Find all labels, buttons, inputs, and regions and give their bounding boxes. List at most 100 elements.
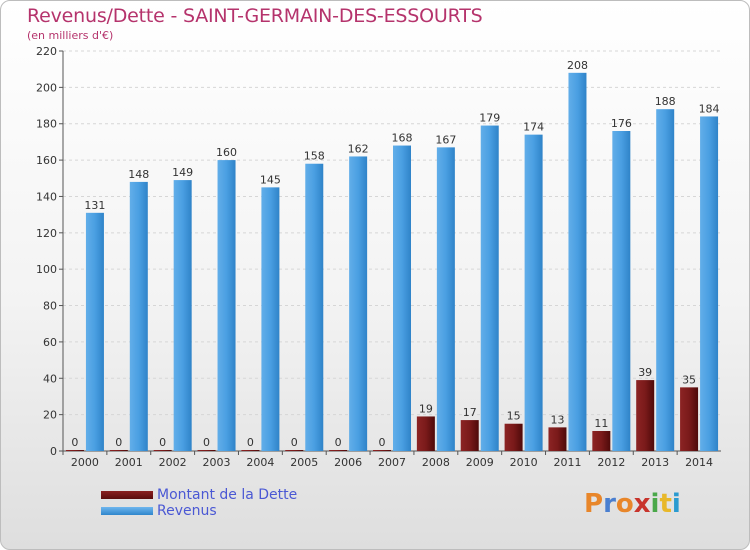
data-label-revenus: 179 [479, 112, 500, 125]
data-label-dette: 11 [594, 417, 608, 430]
bar-dette [460, 420, 479, 451]
bar-revenus [480, 125, 499, 451]
x-tick-label: 2001 [115, 456, 143, 469]
x-tick-label: 2000 [71, 456, 99, 469]
data-label-dette: 13 [550, 413, 564, 426]
bar-revenus [524, 134, 543, 452]
bar-revenus [217, 160, 236, 451]
data-label-revenus: 184 [699, 102, 720, 115]
y-tick-label: 120 [36, 227, 57, 240]
x-tick-label: 2009 [466, 456, 494, 469]
data-label-dette: 0 [379, 436, 386, 449]
bar-revenus [656, 109, 675, 451]
data-label-dette: 0 [71, 436, 78, 449]
bar-revenus [436, 147, 455, 451]
y-tick-label: 100 [36, 263, 57, 276]
bar-dette [197, 450, 216, 451]
legend-swatch-dette [101, 491, 153, 499]
logo-letter: r [603, 489, 616, 519]
data-label-dette: 19 [419, 402, 433, 415]
data-label-revenus: 188 [655, 95, 676, 108]
y-tick-label: 160 [36, 154, 57, 167]
bar-revenus [85, 212, 104, 451]
x-tick-label: 2003 [203, 456, 231, 469]
data-label-dette: 39 [638, 366, 652, 379]
x-tick-label: 2014 [685, 456, 713, 469]
data-label-dette: 0 [203, 436, 210, 449]
x-tick-label: 2005 [290, 456, 318, 469]
y-tick-label: 60 [43, 336, 57, 349]
data-label-revenus: 160 [216, 146, 237, 159]
data-label-dette: 0 [247, 436, 254, 449]
data-label-dette: 15 [507, 410, 521, 423]
y-tick-label: 220 [36, 45, 57, 58]
y-tick-label: 0 [50, 445, 57, 458]
data-label-revenus: 149 [172, 166, 193, 179]
data-label-revenus: 131 [84, 199, 105, 212]
y-tick-label: 80 [43, 300, 57, 313]
bar-dette [241, 450, 260, 451]
data-label-revenus: 158 [304, 150, 325, 163]
bar-dette [109, 450, 128, 451]
x-tick-label: 2008 [422, 456, 450, 469]
data-label-revenus: 176 [611, 117, 632, 130]
x-tick-label: 2011 [553, 456, 581, 469]
bar-revenus [261, 187, 280, 451]
x-tick-label: 2013 [641, 456, 669, 469]
x-tick-label: 2010 [510, 456, 538, 469]
y-tick-label: 20 [43, 409, 57, 422]
x-tick-label: 2004 [246, 456, 274, 469]
data-label-revenus: 174 [523, 121, 544, 134]
logo-letter: x [633, 489, 651, 519]
y-tick-label: 180 [36, 118, 57, 131]
data-label-dette: 0 [291, 436, 298, 449]
bar-dette [373, 450, 391, 451]
bar-revenus [393, 145, 411, 451]
bar-dette [65, 450, 84, 451]
logo-letter: t [659, 489, 672, 519]
data-label-revenus: 208 [567, 59, 588, 72]
logo-letter: i [650, 489, 660, 519]
bar-revenus [173, 180, 192, 451]
legend-swatch-revenus [101, 507, 153, 515]
proxiti-logo: Proxiti [584, 489, 681, 519]
data-label-dette: 0 [159, 436, 166, 449]
bar-dette [548, 427, 567, 451]
x-tick-label: 2002 [159, 456, 187, 469]
bar-revenus [305, 163, 324, 451]
logo-letter: i [671, 489, 681, 519]
data-label-revenus: 145 [260, 173, 281, 186]
bar-dette [285, 450, 304, 451]
chart-title: Revenus/Dette - SAINT-GERMAIN-DES-ESSOUR… [27, 5, 483, 27]
bar-revenus [700, 116, 719, 452]
y-tick-label: 200 [36, 81, 57, 94]
bar-dette [329, 450, 348, 451]
logo-letter: o [615, 489, 634, 519]
chart-subtitle: (en milliers d'€) [27, 29, 114, 42]
bar-dette [153, 450, 172, 451]
data-label-revenus: 162 [348, 142, 369, 155]
bar-dette [592, 431, 611, 451]
y-tick-label: 140 [36, 190, 57, 203]
legend-label-dette: Montant de la Dette [157, 487, 298, 503]
data-label-revenus: 148 [128, 168, 149, 181]
data-label-revenus: 167 [435, 133, 456, 146]
y-tick-label: 40 [43, 372, 57, 385]
bar-revenus [349, 156, 368, 452]
x-tick-label: 2007 [378, 456, 406, 469]
bar-revenus [568, 72, 587, 452]
data-label-dette: 17 [463, 406, 477, 419]
x-tick-label: 2012 [597, 456, 625, 469]
data-label-dette: 35 [682, 373, 696, 386]
legend-label-revenus: Revenus [157, 503, 217, 519]
data-label-revenus: 168 [392, 132, 413, 145]
bar-dette [680, 387, 699, 451]
bar-revenus [129, 181, 148, 451]
bar-dette [636, 380, 655, 451]
x-tick-label: 2006 [334, 456, 362, 469]
bar-revenus [612, 131, 631, 451]
bar-dette [416, 416, 435, 451]
data-label-dette: 0 [115, 436, 122, 449]
